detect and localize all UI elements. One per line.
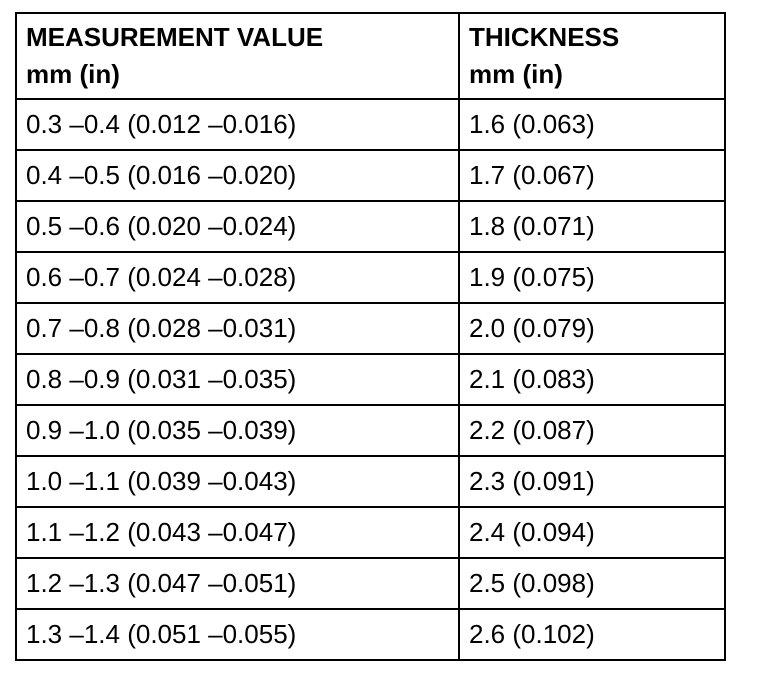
table-row: 0.4 –0.5 (0.016 –0.020) 1.7 (0.067) xyxy=(15,149,726,202)
table-row: 0.6 –0.7 (0.024 –0.028) 1.9 (0.075) xyxy=(15,251,726,304)
table-cell: 2.2 (0.087) xyxy=(458,404,726,457)
table-row: 1.3 –1.4 (0.051 –0.055) 2.6 (0.102) xyxy=(15,608,726,661)
table-row: 0.7 –0.8 (0.028 –0.031) 2.0 (0.079) xyxy=(15,302,726,355)
table-cell: 1.0 –1.1 (0.039 –0.043) xyxy=(15,455,460,508)
table-row: 0.5 –0.6 (0.020 –0.024) 1.8 (0.071) xyxy=(15,200,726,253)
table-row: 1.0 –1.1 (0.039 –0.043) 2.3 (0.091) xyxy=(15,455,726,508)
table-cell: 2.4 (0.094) xyxy=(458,506,726,559)
header-cell: THICKNESS mm (in) xyxy=(458,12,726,100)
header-text: THICKNESS xyxy=(469,22,620,52)
table-cell: 0.3 –0.4 (0.012 –0.016) xyxy=(15,98,460,151)
table-body: 0.3 –0.4 (0.012 –0.016) 1.6 (0.063) 0.4 –0… xyxy=(15,98,726,661)
table-cell: 1.1 –1.2 (0.043 –0.047) xyxy=(15,506,460,559)
table-cell: 2.5 (0.098) xyxy=(458,557,726,610)
table-cell: 1.2 –1.3 (0.047 –0.051) xyxy=(15,557,460,610)
table-row: 0.3 –0.4 (0.012 –0.016) 1.6 (0.063) xyxy=(15,98,726,151)
header-row: MEASUREMENT VALUE mm (in) THICKNESS mm (in) xyxy=(15,12,726,100)
table-cell: 0.4 –0.5 (0.016 –0.020) xyxy=(15,149,460,202)
table-cell: 2.1 (0.083) xyxy=(458,353,726,406)
table-cell: 1.3 –1.4 (0.051 –0.055) xyxy=(15,608,460,661)
table-row: 1.2 –1.3 (0.047 –0.051) 2.5 (0.098) xyxy=(15,557,726,610)
header-cell: MEASUREMENT VALUE mm (in) xyxy=(15,12,460,100)
table-header: MEASUREMENT VALUE mm (in) THICKNESS mm (in) xyxy=(15,12,726,100)
table-wrap: MEASUREMENT VALUE mm (in) THICKNESS mm (in)… xyxy=(15,12,726,661)
table: MEASUREMENT VALUE mm (in) THICKNESS mm (in)… xyxy=(15,12,726,661)
table-cell: 0.8 –0.9 (0.031 –0.035) xyxy=(15,353,460,406)
table-cell: 1.9 (0.075) xyxy=(458,251,726,304)
table-cell: 1.7 (0.067) xyxy=(458,149,726,202)
table-cell: 0.6 –0.7 (0.024 –0.028) xyxy=(15,251,460,304)
table-cell: 1.6 (0.063) xyxy=(458,98,726,151)
table-row: 0.8 –0.9 (0.031 –0.035) 2.1 (0.083) xyxy=(15,353,726,406)
table-cell: 2.6 (0.102) xyxy=(458,608,726,661)
header-text: mm (in) xyxy=(26,59,120,89)
table-row: 0.9 –1.0 (0.035 –0.039) 2.2 (0.087) xyxy=(15,404,726,457)
header-text: MEASUREMENT VALUE xyxy=(26,22,324,52)
table-cell: 0.9 –1.0 (0.035 –0.039) xyxy=(15,404,460,457)
header-text: mm (in) xyxy=(469,59,563,89)
table-cell: 2.0 (0.079) xyxy=(458,302,726,355)
table-cell: 0.5 –0.6 (0.020 –0.024) xyxy=(15,200,460,253)
table-cell: 0.7 –0.8 (0.028 –0.031) xyxy=(15,302,460,355)
table-row: 1.1 –1.2 (0.043 –0.047) 2.4 (0.094) xyxy=(15,506,726,559)
table-cell: 2.3 (0.091) xyxy=(458,455,726,508)
table-cell: 1.8 (0.071) xyxy=(458,200,726,253)
